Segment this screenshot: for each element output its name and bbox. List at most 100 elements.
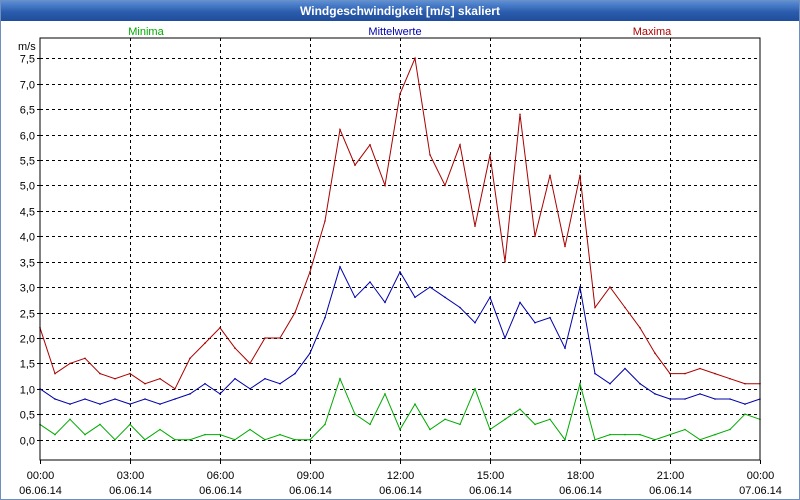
y-tick-label: 6,0 — [20, 131, 35, 143]
data-point-minima — [729, 428, 731, 431]
data-point-maxima — [309, 271, 311, 273]
data-point-maxima — [99, 372, 101, 375]
y-tick-label: 3,5 — [20, 258, 35, 270]
data-point-maxima — [54, 372, 56, 375]
data-point-mittelwerte — [234, 377, 236, 380]
data-point-minima — [459, 423, 461, 426]
data-point-minima — [564, 438, 566, 441]
y-axis-label: m/s — [18, 41, 36, 53]
data-point-mittelwerte — [279, 382, 281, 385]
data-point-minima — [54, 433, 56, 436]
data-point-mittelwerte — [264, 377, 266, 380]
data-point-minima — [309, 438, 311, 441]
y-tick-label: 7,5 — [20, 54, 35, 66]
data-point-maxima — [84, 357, 86, 360]
data-point-mittelwerte — [369, 281, 371, 283]
data-point-minima — [159, 428, 161, 431]
data-point-minima — [129, 423, 131, 426]
data-point-maxima — [579, 174, 581, 177]
x-tick-time-label: 00:00 — [27, 470, 55, 482]
y-tick-label: 1,5 — [20, 359, 35, 371]
data-point-maxima — [549, 174, 551, 177]
data-point-maxima — [159, 377, 161, 380]
y-tick-label: 3,0 — [20, 283, 35, 295]
data-point-minima — [699, 438, 701, 441]
data-point-minima — [534, 423, 536, 426]
x-tick-date-label: 06.06.14 — [19, 485, 62, 497]
x-axis-ticks: 00:00 06.06.14 03:00 06.06.14 06:00 06.06.14 0… — [19, 460, 782, 497]
data-point-mittelwerte — [489, 296, 491, 299]
y-tick-label: 5,5 — [20, 156, 35, 168]
data-point-minima — [234, 438, 236, 441]
data-point-minima — [354, 413, 356, 416]
data-point-mittelwerte — [459, 306, 461, 309]
data-point-mittelwerte — [639, 382, 641, 385]
data-point-maxima — [489, 154, 491, 156]
data-point-mittelwerte — [534, 321, 536, 324]
data-point-maxima — [474, 225, 476, 227]
data-point-maxima — [129, 372, 131, 375]
data-point-minima — [174, 438, 176, 441]
data-point-mittelwerte — [444, 296, 446, 299]
data-point-maxima — [504, 260, 506, 263]
y-tick-label: 1,0 — [20, 385, 35, 397]
data-point-minima — [414, 403, 416, 405]
data-point-minima — [579, 382, 581, 385]
x-tick-time-label: 03:00 — [117, 470, 145, 482]
data-point-mittelwerte — [204, 382, 206, 385]
chart-title: Windgeschwindigkeit [m/s] skaliert — [300, 4, 500, 18]
data-point-mittelwerte — [594, 372, 596, 375]
x-tick-date-label: 06.06.14 — [649, 485, 692, 497]
data-point-maxima — [714, 372, 716, 375]
data-point-maxima — [369, 144, 371, 146]
data-point-maxima — [294, 311, 296, 314]
data-point-maxima — [324, 220, 326, 222]
data-point-maxima — [69, 362, 71, 365]
x-tick-date-label: 06.06.14 — [289, 485, 332, 497]
data-point-maxima — [384, 184, 386, 187]
data-point-mittelwerte — [654, 393, 656, 395]
data-point-maxima — [114, 377, 116, 380]
x-tick-date-label: 06.06.14 — [559, 485, 602, 497]
data-point-minima — [444, 418, 446, 421]
data-point-maxima — [624, 306, 626, 309]
data-point-minima — [654, 438, 656, 441]
y-tick-label: 2,0 — [20, 334, 35, 346]
data-point-mittelwerte — [159, 403, 161, 405]
data-point-maxima — [534, 235, 536, 238]
data-point-maxima — [399, 93, 401, 95]
data-point-minima — [594, 438, 596, 441]
y-tick-label: 0,0 — [20, 436, 35, 448]
data-point-mittelwerte — [699, 393, 701, 395]
data-point-mittelwerte — [669, 398, 671, 400]
data-point-minima — [549, 418, 551, 421]
data-point-mittelwerte — [174, 398, 176, 400]
y-tick-label: 6,5 — [20, 105, 35, 117]
data-point-maxima — [234, 347, 236, 349]
data-point-mittelwerte — [429, 286, 431, 288]
data-point-minima — [474, 388, 476, 390]
x-tick-date-label: 06.06.14 — [199, 485, 242, 497]
data-point-maxima — [264, 337, 266, 339]
data-point-mittelwerte — [474, 321, 476, 324]
x-tick-date-label: 06.06.14 — [109, 485, 152, 497]
data-point-maxima — [354, 164, 356, 166]
data-point-minima — [744, 413, 746, 416]
x-tick-time-label: 06:00 — [207, 470, 235, 482]
data-point-minima — [429, 428, 431, 431]
data-point-minima — [384, 393, 386, 395]
data-point-maxima — [249, 362, 251, 365]
data-point-minima — [279, 433, 281, 436]
data-point-maxima — [144, 382, 146, 385]
data-point-mittelwerte — [249, 388, 251, 390]
data-point-mittelwerte — [114, 398, 116, 400]
data-point-maxima — [444, 184, 446, 187]
data-point-maxima — [459, 144, 461, 146]
data-point-minima — [504, 418, 506, 421]
data-point-mittelwerte — [354, 296, 356, 299]
data-point-mittelwerte — [84, 398, 86, 400]
data-point-maxima — [564, 245, 566, 248]
data-point-mittelwerte — [729, 398, 731, 400]
y-tick-label: 2,5 — [20, 309, 35, 321]
data-point-minima — [249, 428, 251, 431]
